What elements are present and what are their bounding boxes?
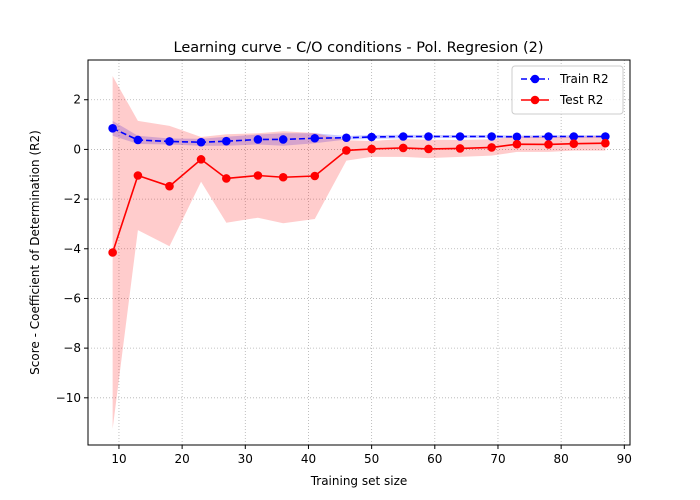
x-tick-label: 70 — [490, 452, 505, 466]
x-tick-label: 30 — [238, 452, 253, 466]
point-series-1 — [253, 171, 263, 180]
point-series-0 — [196, 137, 206, 147]
y-tick-label: −10 — [56, 391, 81, 405]
point-series-1 — [455, 144, 465, 153]
y-tick-label: 0 — [73, 142, 81, 156]
legend: Train R2 Test R2 — [511, 65, 624, 115]
point-series-1 — [342, 146, 351, 155]
x-tick-label: 90 — [617, 452, 632, 466]
x-tick-label: 80 — [554, 452, 569, 466]
x-tick-label: 10 — [111, 452, 126, 466]
chart-title: Learning curve - C/O conditions - Pol. R… — [174, 40, 544, 56]
point-series-0 — [342, 133, 351, 143]
plot-frame — [87, 59, 631, 446]
y-tick-label: −4 — [63, 242, 81, 256]
point-series-1 — [512, 139, 522, 149]
point-series-1 — [133, 171, 143, 180]
y-tick-label: 2 — [73, 93, 81, 107]
line-series-1 — [111, 142, 606, 253]
y-tick-label: −2 — [63, 192, 81, 206]
point-series-1 — [367, 144, 376, 154]
legend-marker-0 — [530, 74, 540, 84]
point-series-1 — [196, 155, 206, 164]
point-series-1 — [165, 181, 174, 191]
x-axis-ticks: 10 20 30 40 50 60 70 80 90 — [111, 445, 632, 466]
point-series-0 — [165, 137, 174, 146]
point-series-1 — [222, 174, 231, 183]
point-series-0 — [222, 136, 231, 146]
confidence-bands — [112, 76, 606, 429]
point-series-1 — [310, 171, 320, 181]
legend-box — [511, 65, 624, 115]
x-axis-label: Training set size — [310, 474, 408, 488]
point-series-0 — [487, 132, 496, 141]
x-tick-label: 60 — [427, 452, 442, 466]
line-series-0 — [112, 127, 606, 144]
y-tick-label: −6 — [63, 291, 81, 305]
point-series-1 — [569, 139, 579, 149]
y-axis-ticks: 2 0 −2 −4 −6 −8 −10 — [56, 93, 88, 405]
legend-label-1: Test R2 — [559, 93, 603, 107]
point-series-1 — [544, 140, 553, 149]
point-series-0 — [367, 132, 376, 142]
point-series-0 — [569, 132, 579, 141]
point-series-0 — [544, 132, 553, 141]
point-series-0 — [108, 124, 117, 133]
y-axis-label: Score - Coefficient of Determination (R2… — [28, 130, 42, 375]
point-series-0 — [310, 133, 320, 143]
point-series-0 — [601, 132, 610, 141]
point-series-0 — [278, 135, 288, 144]
point-series-0 — [424, 132, 433, 141]
point-series-0 — [398, 132, 408, 141]
point-series-0 — [455, 132, 465, 141]
grid — [88, 60, 630, 445]
point-series-0 — [512, 132, 522, 142]
point-series-0 — [133, 135, 143, 145]
x-tick-label: 50 — [364, 452, 379, 466]
point-series-1 — [108, 248, 117, 257]
point-series-1 — [398, 143, 408, 153]
legend-marker-1 — [530, 95, 540, 105]
point-series-1 — [601, 138, 610, 148]
y-tick-label: −8 — [63, 341, 81, 355]
x-tick-label: 40 — [301, 452, 316, 466]
point-series-1 — [487, 143, 496, 152]
series-lines — [111, 127, 606, 253]
legend-label-0: Train R2 — [559, 72, 609, 86]
x-tick-label: 20 — [174, 452, 189, 466]
point-series-1 — [278, 172, 288, 182]
series-points — [108, 124, 610, 257]
point-series-1 — [424, 144, 433, 154]
point-series-0 — [253, 135, 263, 144]
band-series-1 — [112, 76, 606, 429]
band-series-0 — [112, 120, 606, 146]
